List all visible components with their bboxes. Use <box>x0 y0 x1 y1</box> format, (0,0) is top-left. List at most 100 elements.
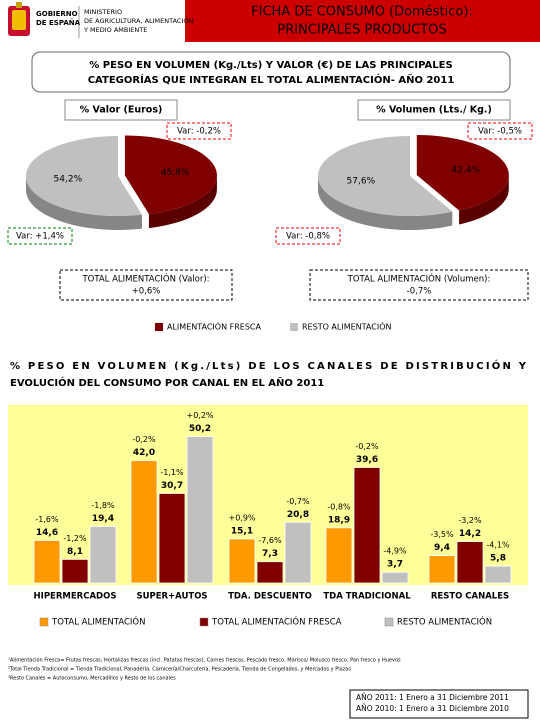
section1-box <box>31 51 511 93</box>
footnote: ³Resto Canales = Autoconsumo, Mercadillo… <box>8 676 176 682</box>
ministry-text: DE AGRICULTURA, ALIMENTACIÓN <box>84 16 193 25</box>
footnote: ²Total Tienda Tradicional = Tienda Tradi… <box>8 666 351 673</box>
change-label: Var: +1,4% <box>16 232 64 242</box>
pie-slice <box>124 135 217 215</box>
change-label: -0,8% <box>327 502 351 511</box>
ministry-text: MINISTERIO <box>84 8 122 16</box>
title-banner <box>185 0 540 42</box>
bar-value-label: 7,3 <box>262 549 278 559</box>
bar <box>284 521 312 584</box>
section-title: CATEGORÍAS QUE INTEGRAN EL TOTAL ALIMENT… <box>88 73 455 86</box>
government-text: DE ESPAÑA <box>36 18 81 27</box>
bar <box>428 555 456 584</box>
change-label: -1,6% <box>35 515 59 524</box>
bar-value-label: 3,7 <box>387 560 403 570</box>
pie-title: % Volumen (Lts./ Kg.) <box>376 105 492 116</box>
bar-value-label: 15,1 <box>231 526 253 536</box>
pie-value-label: 54,2% <box>54 174 83 184</box>
pie-title-box <box>64 99 178 121</box>
change-label: -0,7% <box>286 497 310 506</box>
pie-value-label: 42,4% <box>452 165 481 175</box>
pie-slice-side <box>318 176 453 230</box>
change-box <box>7 227 73 245</box>
period-box <box>349 689 529 719</box>
x-tick-label: SUPER+AUTOS <box>136 592 207 602</box>
total-label: TOTAL ALIMENTACIÓN (Valor): <box>81 273 209 285</box>
pie-value-label: 57,6% <box>347 177 376 187</box>
bar-value-label: 42,0 <box>133 448 155 458</box>
total-change: -0,7% <box>407 287 432 297</box>
total-box <box>59 269 233 301</box>
ministry-text: Y MEDIO AMBIENTE <box>83 26 147 34</box>
pie-title-box <box>357 99 511 121</box>
legend-label: ALIMENTACIÓN FRESCA <box>167 321 261 332</box>
change-label: -4,9% <box>383 547 407 556</box>
legend-label: TOTAL ALIMENTACIÓN <box>51 616 145 628</box>
bar-value-label: 5,8 <box>490 554 506 564</box>
pie-slice <box>416 135 509 211</box>
legend-swatch <box>384 617 394 627</box>
period-note: AÑO 2011: 1 Enero a 31 Diciembre 2011 <box>356 693 509 702</box>
page-title: PRINCIPALES PRODUCTOS <box>277 23 446 38</box>
change-label: -1,2% <box>63 534 87 543</box>
change-label: -0,2% <box>355 442 379 451</box>
change-label: Var: -0,8% <box>286 232 330 242</box>
change-label: -3,2% <box>458 516 482 525</box>
bar-value-label: 39,6 <box>356 455 378 465</box>
bar-value-label: 14,6 <box>36 528 58 538</box>
pie-title: % Valor (Euros) <box>80 105 163 116</box>
bar-value-label: 20,8 <box>287 510 309 520</box>
pie-value-label: 45,8% <box>161 168 190 178</box>
total-label: TOTAL ALIMENTACIÓN (Volumen): <box>347 273 491 285</box>
bar <box>381 571 409 584</box>
pie-slice-side <box>26 176 142 230</box>
legend-label: RESTO ALIMENTACIÓN <box>302 321 391 332</box>
bar <box>325 527 353 584</box>
bar <box>228 538 256 584</box>
bar <box>484 565 512 584</box>
section-title: % PESO EN VOLUMEN (Kg./Lts) Y VALOR (€) … <box>89 60 452 71</box>
page-title: FICHA DE CONSUMO (Doméstico): <box>251 5 473 20</box>
legend-swatch <box>155 323 163 331</box>
change-label: -0,2% <box>132 435 156 444</box>
legend-swatch <box>39 617 49 627</box>
legend-label: TOTAL ALIMENTACIÓN FRESCA <box>211 616 342 628</box>
bar <box>256 561 284 584</box>
pie-slice-side <box>148 175 217 229</box>
change-box <box>166 122 232 140</box>
section-title: % PESO EN VOLUMEN (Kg./Lts) DE LOS CANAL… <box>10 359 527 372</box>
bar <box>61 558 89 584</box>
bar <box>89 526 117 584</box>
change-label: Var: -0,5% <box>478 127 522 137</box>
bar-value-label: 19,4 <box>92 514 114 524</box>
change-box <box>467 122 533 140</box>
x-tick-label: TDA TRADICIONAL <box>323 592 411 602</box>
bar-value-label: 30,7 <box>161 481 183 491</box>
bar-value-label: 18,9 <box>328 515 350 525</box>
bar <box>33 540 61 584</box>
bar-value-label: 9,4 <box>434 543 450 553</box>
change-label: -7,6% <box>258 536 282 545</box>
x-tick-label: TDA. DESCUENTO <box>228 592 312 602</box>
change-label: -1,1% <box>160 468 184 477</box>
pie-slice <box>25 136 142 216</box>
change-box <box>275 227 341 245</box>
change-label: -3,5% <box>430 530 454 539</box>
government-text: GOBIERNO <box>36 10 78 18</box>
legend-label: RESTO ALIMENTACIÓN <box>397 616 492 628</box>
pie-slice <box>317 136 453 217</box>
total-box <box>309 269 529 301</box>
period-note: AÑO 2010: 1 Enero a 31 Diciembre 2010 <box>356 704 509 713</box>
change-label: -4,1% <box>486 541 510 550</box>
bar <box>456 541 484 584</box>
bar <box>130 460 158 584</box>
x-tick-label: RESTO CANALES <box>431 592 509 602</box>
x-tick-label: HIPERMERCADOS <box>34 592 117 602</box>
section-title: EVOLUCIÓN DEL CONSUMO POR CANAL EN EL AÑ… <box>10 376 324 389</box>
footnote: ¹Alimentación Fresca= Frutas frescas, Ho… <box>8 657 401 664</box>
change-label: +0,9% <box>228 513 255 522</box>
bar <box>158 493 186 584</box>
change-label: +0,2% <box>186 411 213 420</box>
bar-value-label: 50,2 <box>189 424 211 434</box>
